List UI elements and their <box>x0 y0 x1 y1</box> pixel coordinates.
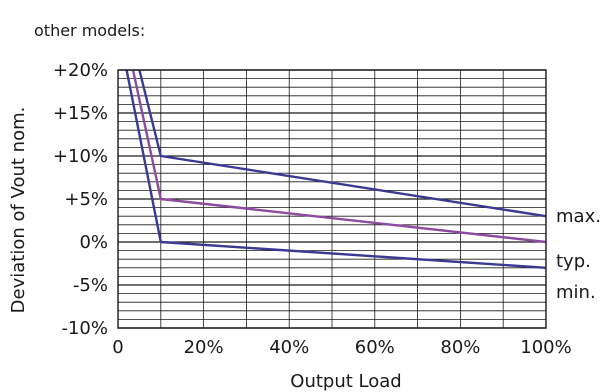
x-tick-label: 80% <box>440 337 480 358</box>
caption: other models: <box>34 21 145 40</box>
y-tick-label: +15% <box>53 103 108 124</box>
y-tick-label: +10% <box>53 146 108 167</box>
x-tick-label: 60% <box>355 337 395 358</box>
y-axis-title: Deviation of Vout nom. <box>8 107 29 314</box>
series-lines <box>125 69 547 269</box>
x-tick-labels: 0 20% 40% 60% 80% 100% <box>112 337 571 358</box>
series-line-2 <box>131 69 547 244</box>
y-tick-label: -5% <box>73 275 108 296</box>
y-tick-label: +5% <box>64 189 108 210</box>
y-tick-label: 0% <box>79 232 108 253</box>
x-tick-label: 40% <box>269 337 309 358</box>
x-axis-title: Output Load <box>290 371 401 392</box>
x-tick-label: 0 <box>112 337 123 358</box>
x-tick-label: 100% <box>520 337 571 358</box>
y-tick-label: +20% <box>53 60 108 81</box>
series-line-1 <box>138 69 547 218</box>
line-label: min. <box>556 282 596 303</box>
y-tick-label: -10% <box>61 318 108 339</box>
series-line-3 <box>125 69 547 269</box>
line-label: max. <box>556 206 601 227</box>
line-label: typ. <box>556 251 591 272</box>
grid <box>118 69 546 329</box>
x-tick-label: 20% <box>184 337 224 358</box>
plot-frame <box>117 69 547 329</box>
line-labels: max. typ. min. <box>556 206 601 303</box>
y-tick-labels: +20% +15% +10% +5% 0% -5% -10% <box>53 60 108 339</box>
